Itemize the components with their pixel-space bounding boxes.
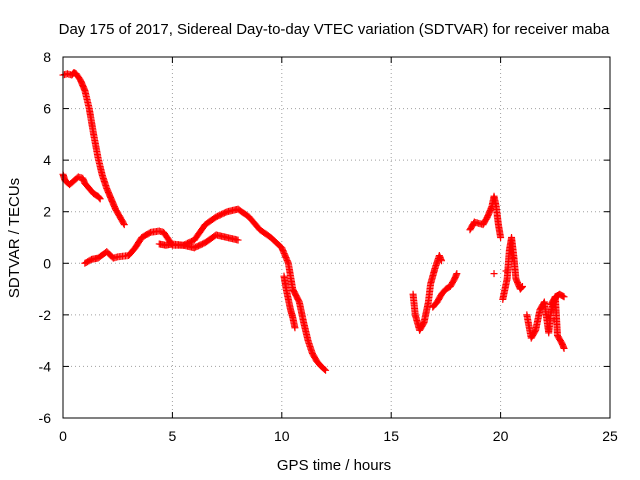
series-track-midday-b [155, 205, 330, 374]
data-point-marker [490, 270, 498, 278]
y-tick-label: -2 [39, 307, 52, 323]
data-series [59, 68, 568, 374]
data-point-marker [95, 194, 103, 202]
x-tick-label: 25 [602, 428, 618, 444]
x-tick-label: 10 [274, 428, 290, 444]
x-tick-label: 15 [383, 428, 399, 444]
series-isolated-points [490, 213, 558, 324]
data-point-marker [559, 292, 567, 300]
x-tick-label: 5 [169, 428, 177, 444]
data-point-marker [497, 234, 505, 241]
x-tick-label: 0 [59, 428, 67, 444]
data-point-marker [120, 219, 128, 227]
y-tick-labels: -6 -4 -2 0 2 4 6 8 [39, 49, 52, 426]
plot-frame [62, 56, 611, 419]
series-track-night-d [547, 290, 568, 309]
y-tick-label: 6 [43, 101, 51, 117]
series-track-branch-late [280, 272, 299, 332]
series-track-midday-a [81, 227, 242, 267]
data-point-marker [96, 195, 104, 203]
data-point-marker [438, 257, 446, 265]
y-tick-label: -4 [39, 358, 52, 374]
series-track-evening-b [429, 270, 461, 311]
y-tick-label: 4 [43, 152, 51, 168]
data-point-marker [453, 270, 461, 278]
chart-title: Day 175 of 2017, Sidereal Day-to-day VTE… [59, 21, 610, 38]
y-tick-label: 2 [43, 204, 51, 220]
data-point-marker [291, 324, 299, 332]
data-point-marker [502, 267, 510, 275]
data-point-marker [518, 283, 526, 291]
y-axis-label: SDTVAR / TECUs [6, 178, 23, 298]
data-point-marker [550, 316, 558, 324]
x-axis-label: GPS time / hours [277, 457, 391, 474]
series-track-night-b [499, 234, 526, 303]
series-track-upper-early [59, 68, 128, 229]
data-point-marker [120, 221, 128, 229]
series-track-lower-early [59, 170, 104, 203]
data-point-marker [509, 254, 517, 262]
data-point-marker [560, 344, 568, 352]
data-point-marker [560, 293, 568, 301]
data-point-marker [517, 284, 525, 292]
series-track-night-c [523, 293, 568, 352]
data-point-marker [322, 366, 330, 374]
data-point-marker [320, 365, 328, 373]
series-track-night-a [466, 192, 505, 241]
y-tick-label: -6 [39, 410, 52, 426]
data-point-marker [493, 213, 501, 221]
x-tick-labels: 0 5 10 15 20 25 [59, 428, 618, 444]
y-tick-label: 0 [43, 255, 51, 271]
data-point-marker [234, 236, 242, 244]
data-point-marker [518, 282, 526, 290]
x-tick-label: 20 [493, 428, 509, 444]
data-point-marker [95, 193, 103, 201]
series-track-evening-a [409, 252, 446, 334]
y-tick-label: 8 [43, 49, 51, 65]
